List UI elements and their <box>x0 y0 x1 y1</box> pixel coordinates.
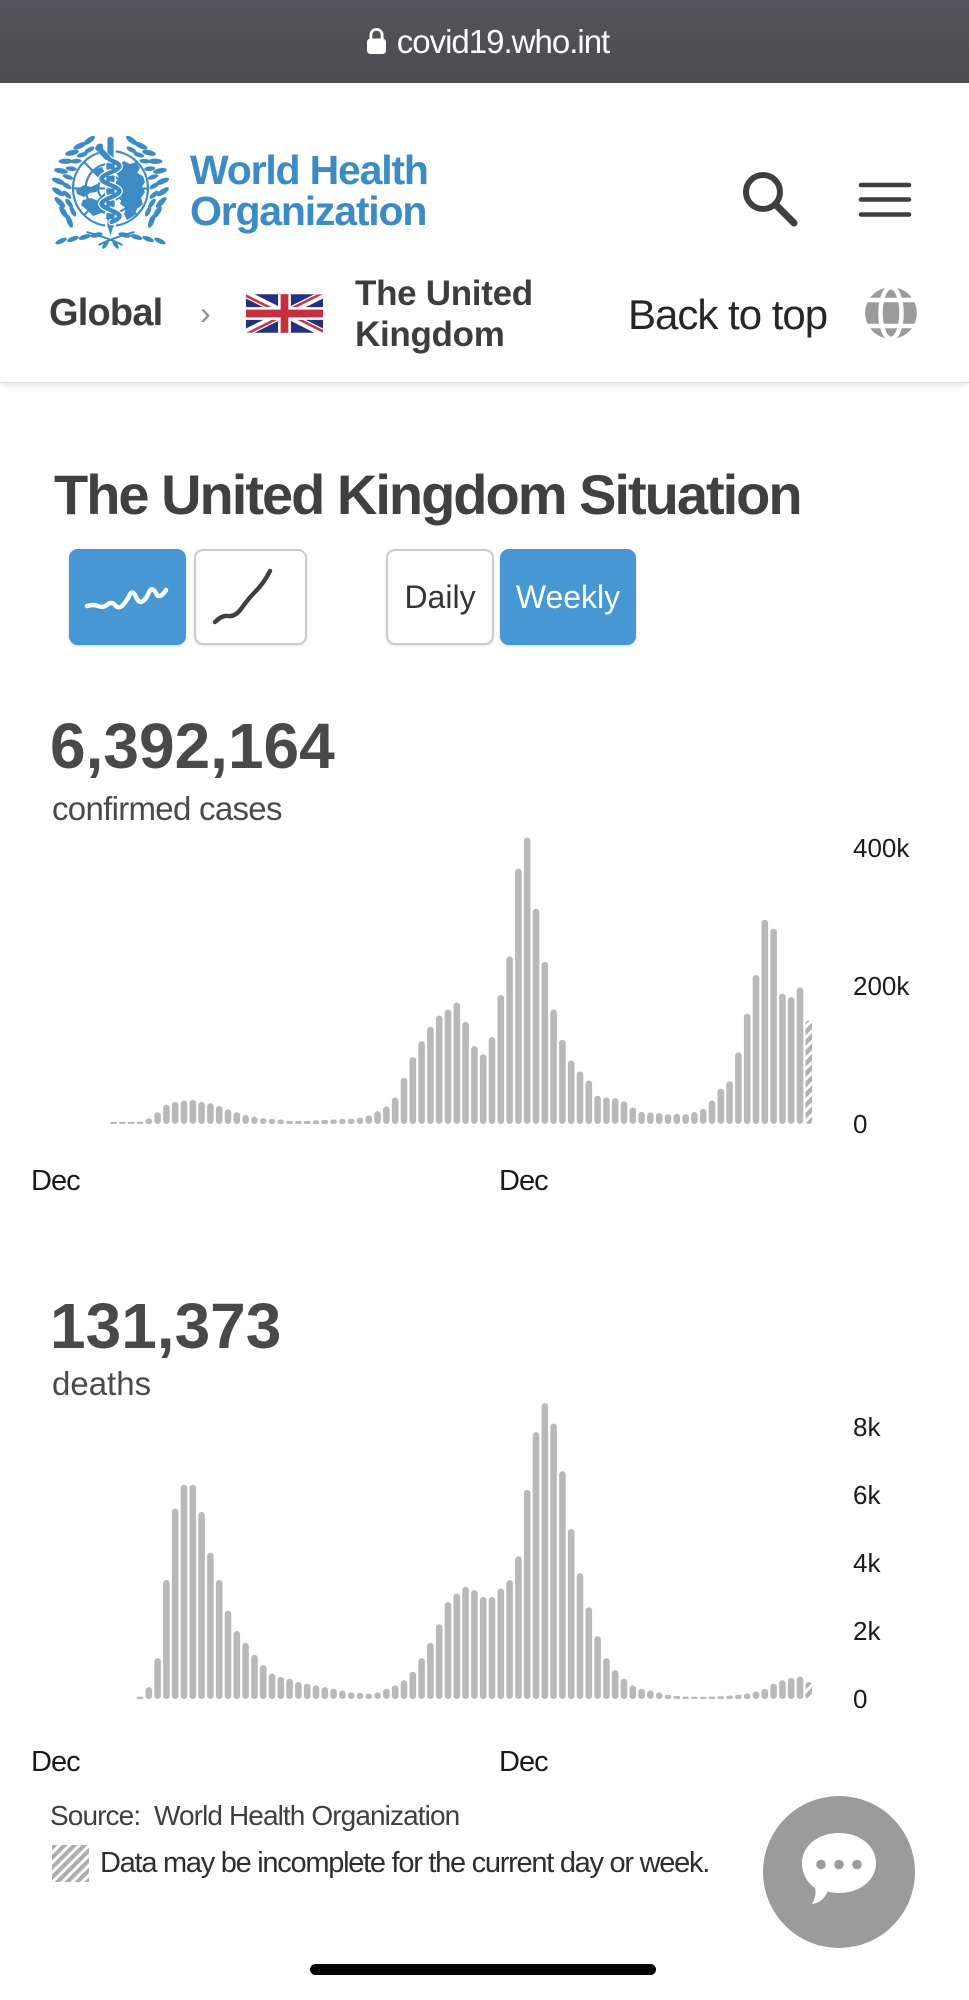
svg-text:4k: 4k <box>853 1548 881 1578</box>
svg-text:400k: 400k <box>853 833 910 863</box>
svg-text:0: 0 <box>853 1109 867 1139</box>
svg-text:0: 0 <box>853 1684 867 1714</box>
svg-text:8k: 8k <box>853 1412 881 1442</box>
svg-text:2k: 2k <box>853 1616 881 1646</box>
svg-text:6k: 6k <box>853 1480 881 1510</box>
svg-text:200k: 200k <box>853 971 910 1001</box>
